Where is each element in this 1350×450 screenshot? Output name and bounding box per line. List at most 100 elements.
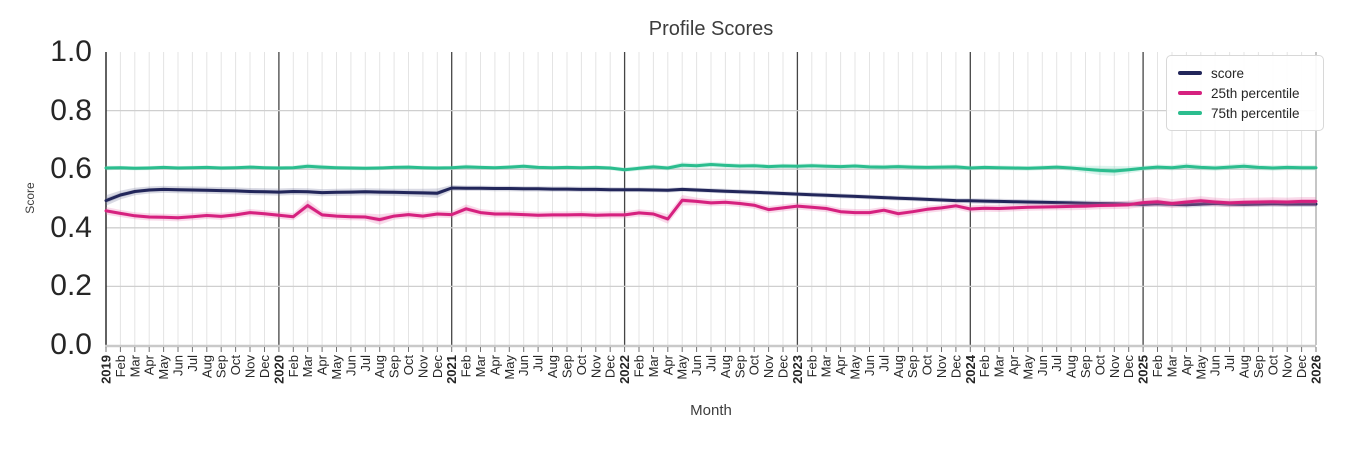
x-tick-label: Feb bbox=[632, 355, 647, 377]
legend-line-25th-percentile bbox=[1178, 91, 1202, 95]
x-tick-label: Oct bbox=[401, 355, 416, 376]
x-tick-label: Jul bbox=[531, 355, 546, 372]
x-tick-label: Aug bbox=[1064, 355, 1079, 378]
x-tick-label: Sep bbox=[214, 355, 229, 378]
x-axis-label: Month bbox=[690, 402, 732, 419]
legend-item-score: score bbox=[1178, 63, 1313, 83]
x-tick-label: Jul bbox=[1222, 355, 1237, 372]
x-tick-label: Nov bbox=[1280, 355, 1295, 379]
y-tick-label: 0.8 bbox=[50, 94, 92, 127]
x-tick-label: Jul bbox=[704, 355, 719, 372]
x-tick-label: Feb bbox=[804, 355, 819, 377]
x-tick-label: Dec bbox=[776, 355, 791, 379]
x-tick-label: Jun bbox=[689, 355, 704, 376]
x-tick-label: Jun bbox=[171, 355, 186, 376]
x-tick-label: Jun bbox=[862, 355, 877, 376]
x-tick-label: Nov bbox=[934, 355, 949, 379]
x-tick-label: Apr bbox=[660, 354, 675, 375]
x-tick-label: Aug bbox=[372, 355, 387, 378]
x-tick-label: Jul bbox=[876, 355, 891, 372]
x-tick-label: Mar bbox=[300, 354, 315, 377]
y-tick-label: 0.4 bbox=[50, 211, 92, 244]
x-tick-label: 2019 bbox=[99, 355, 114, 384]
x-tick-label: May bbox=[329, 355, 344, 380]
x-tick-label: Jun bbox=[1208, 355, 1223, 376]
x-tick-label: Oct bbox=[228, 355, 243, 376]
x-tick-label: Nov bbox=[1107, 355, 1122, 379]
x-tick-label: Oct bbox=[1265, 355, 1280, 376]
x-tick-label: Sep bbox=[387, 355, 402, 378]
legend-label: 25th percentile bbox=[1211, 85, 1300, 101]
y-tick-label: 1.0 bbox=[50, 35, 92, 68]
x-tick-label: Feb bbox=[1150, 355, 1165, 377]
x-tick-label: Feb bbox=[977, 355, 992, 377]
legend-label: score bbox=[1211, 65, 1245, 81]
x-tick-label: Apr bbox=[1179, 354, 1194, 375]
x-tick-label: Feb bbox=[459, 355, 474, 377]
x-tick-label: Jun bbox=[343, 355, 358, 376]
x-tick-label: Oct bbox=[747, 355, 762, 376]
x-tick-label: Aug bbox=[891, 355, 906, 378]
y-tick-label: 0.6 bbox=[50, 152, 92, 185]
x-tick-label: Apr bbox=[487, 354, 502, 375]
x-tick-label: Sep bbox=[1251, 355, 1266, 378]
x-tick-label: 2021 bbox=[444, 355, 459, 384]
x-tick-label: Nov bbox=[761, 355, 776, 379]
x-tick-label: May bbox=[502, 355, 517, 380]
x-tick-label: 2026 bbox=[1309, 355, 1324, 384]
x-tick-label: Aug bbox=[545, 355, 560, 378]
x-tick-label: Jun bbox=[516, 355, 531, 376]
x-tick-label: Feb bbox=[113, 355, 128, 377]
y-tick-label: 0.0 bbox=[50, 328, 92, 361]
x-tick-label: 2025 bbox=[1136, 355, 1151, 384]
x-tick-label: Nov bbox=[243, 355, 258, 379]
x-tick-label: 2022 bbox=[617, 355, 632, 384]
x-tick-label: 2024 bbox=[963, 354, 978, 384]
series-line-75th-percentile bbox=[104, 163, 1318, 173]
x-tick-label: 2023 bbox=[790, 355, 805, 384]
x-tick-label: Apr bbox=[315, 354, 330, 375]
x-tick-label: Dec bbox=[257, 355, 272, 379]
x-tick-label: Apr bbox=[142, 354, 157, 375]
x-tick-label: Mar bbox=[646, 354, 661, 377]
x-tick-label: Apr bbox=[833, 354, 848, 375]
x-tick-label: Jul bbox=[358, 355, 373, 372]
x-tick-label: Oct bbox=[574, 355, 589, 376]
x-tick-label: Mar bbox=[1165, 354, 1180, 377]
x-tick-label: Sep bbox=[905, 355, 920, 378]
x-tick-label: May bbox=[1020, 355, 1035, 380]
x-tick-label: Nov bbox=[415, 355, 430, 379]
x-tick-label: Jul bbox=[185, 355, 200, 372]
x-tick-label: Dec bbox=[1121, 355, 1136, 379]
x-tick-label: Dec bbox=[1294, 355, 1309, 379]
x-tick-label: Oct bbox=[1092, 355, 1107, 376]
x-tick-label: Jul bbox=[1049, 355, 1064, 372]
legend: score 25th percentile 75th percentile bbox=[1166, 55, 1324, 131]
x-tick-label: Aug bbox=[199, 355, 214, 378]
legend-label: 75th percentile bbox=[1211, 105, 1300, 121]
confidence-band-75th-percentile bbox=[106, 161, 1316, 176]
legend-item-25th-percentile: 25th percentile bbox=[1178, 83, 1313, 103]
x-tick-label: Aug bbox=[1237, 355, 1252, 378]
x-tick-label: Dec bbox=[430, 355, 445, 379]
x-tick-label: Mar bbox=[473, 354, 488, 377]
x-tick-label: May bbox=[156, 355, 171, 380]
x-tick-label: Oct bbox=[920, 355, 935, 376]
x-tick-label: Mar bbox=[127, 354, 142, 377]
x-tick-label: Dec bbox=[948, 355, 963, 379]
x-tick-label: May bbox=[848, 355, 863, 380]
x-tick-label: 2020 bbox=[271, 355, 286, 384]
x-tick-label: Sep bbox=[1078, 355, 1093, 378]
x-tick-label: Jun bbox=[1035, 355, 1050, 376]
legend-line-score bbox=[1178, 71, 1202, 75]
x-tick-label: Sep bbox=[732, 355, 747, 378]
confidence-band-25th-percentile bbox=[106, 195, 1316, 225]
x-tick-label: Dec bbox=[603, 355, 618, 379]
series-line-25th-percentile bbox=[104, 198, 1318, 222]
x-tick-label: Sep bbox=[560, 355, 575, 378]
legend-line-75th-percentile bbox=[1178, 111, 1202, 115]
legend-item-75th-percentile: 75th percentile bbox=[1178, 103, 1313, 123]
x-tick-label: Feb bbox=[286, 355, 301, 377]
